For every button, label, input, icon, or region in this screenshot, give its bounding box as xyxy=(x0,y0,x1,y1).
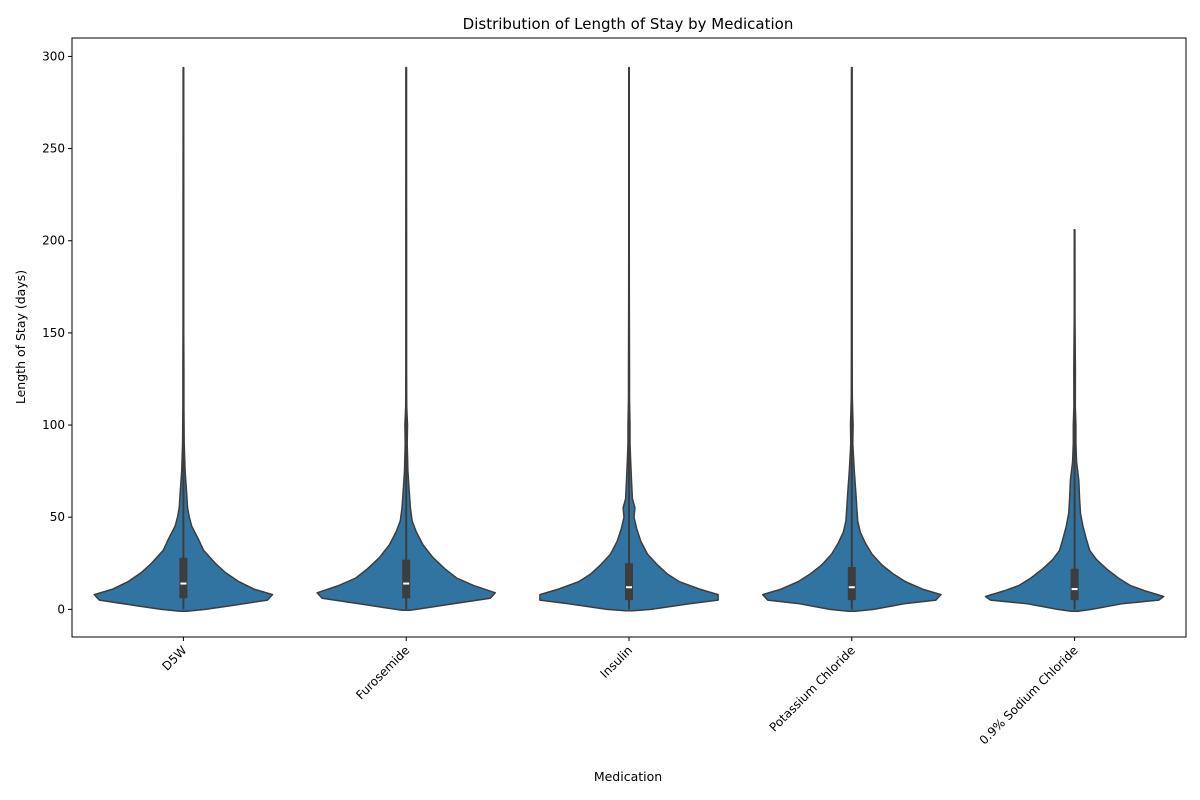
x-axis-label: Medication xyxy=(594,769,662,784)
y-axis: 0 50 100 150 200 250 300 xyxy=(42,49,72,616)
plot-area xyxy=(93,66,1165,612)
y-tick-label: 100 xyxy=(42,418,65,432)
y-tick-label: 0 xyxy=(57,602,65,616)
x-axis: D5W Furosemide Insulin Potassium Chloride 0.… xyxy=(159,637,1081,747)
y-tick-label: 200 xyxy=(42,234,65,248)
x-tick-label: 0.9% Sodium Chloride xyxy=(977,643,1081,747)
x-tick-label: Insulin xyxy=(597,643,635,681)
y-tick-label: 250 xyxy=(42,142,65,156)
y-axis-label: Length of Stay (days) xyxy=(13,270,28,404)
chart-title: Distribution of Length of Stay by Medica… xyxy=(463,15,794,33)
y-tick-label: 300 xyxy=(42,49,65,63)
y-tick-label: 50 xyxy=(50,510,65,524)
x-tick-label: Furosemide xyxy=(353,643,412,702)
y-tick-label: 150 xyxy=(42,326,65,340)
x-tick-label: Potassium Chloride xyxy=(767,643,858,734)
x-tick-label: D5W xyxy=(159,643,189,673)
